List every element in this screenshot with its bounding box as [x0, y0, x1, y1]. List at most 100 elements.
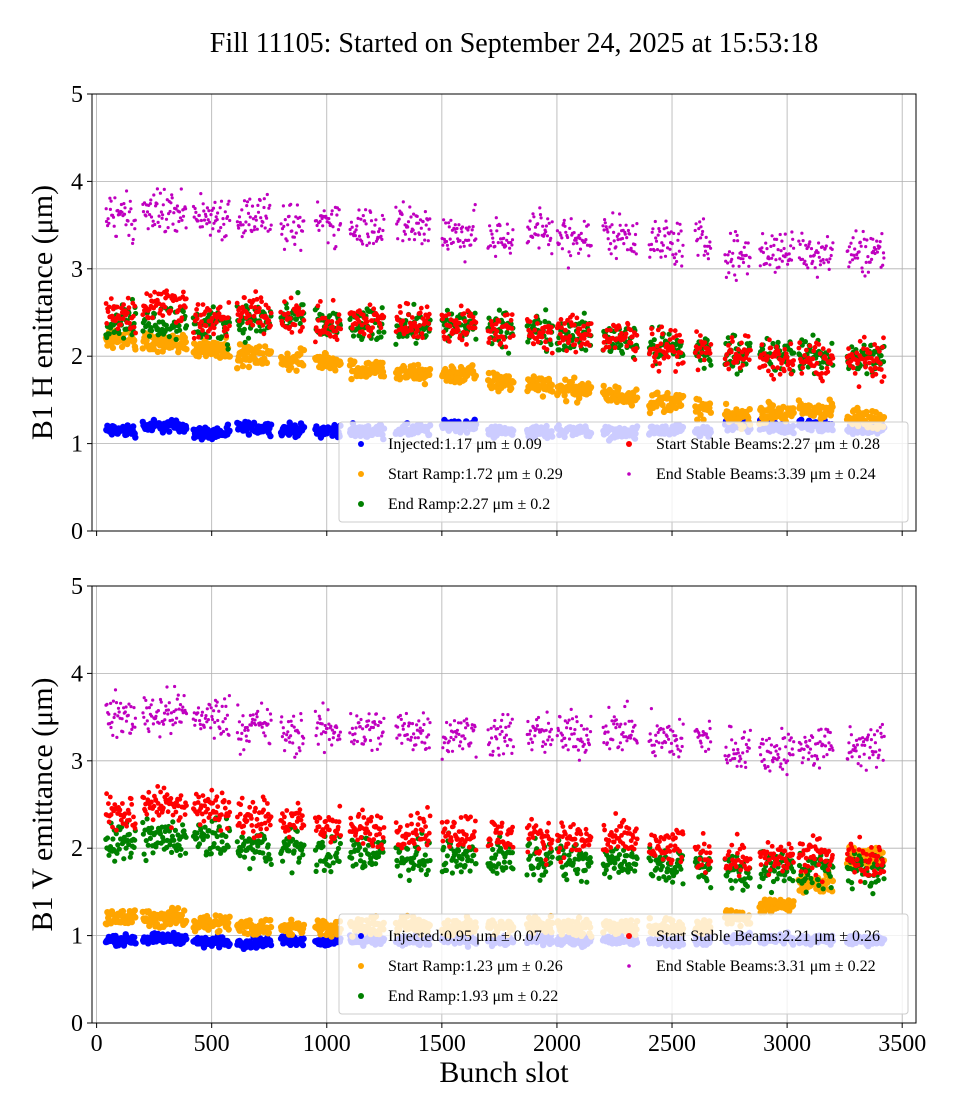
data-point: [183, 296, 189, 302]
data-point: [612, 345, 618, 351]
data-point: [268, 323, 273, 328]
data-point: [807, 343, 813, 349]
data-point: [798, 416, 805, 423]
data-point: [423, 238, 427, 242]
data-point: [863, 364, 868, 370]
data-point: [447, 221, 451, 225]
data-point: [722, 356, 728, 362]
data-point: [787, 252, 791, 256]
data-point: [734, 278, 738, 282]
data-point: [287, 364, 295, 371]
data-point: [315, 317, 321, 323]
data-point: [775, 365, 780, 371]
data-point: [731, 251, 735, 255]
data-point: [866, 360, 872, 366]
data-point: [536, 233, 540, 237]
data-point: [300, 362, 307, 369]
data-point: [748, 256, 752, 260]
data-point: [197, 324, 203, 330]
data-point: [494, 216, 498, 220]
data-point: [225, 215, 230, 219]
data-point: [829, 253, 833, 258]
data-point: [791, 350, 797, 356]
data-point: [472, 325, 478, 331]
data-point: [318, 299, 323, 304]
data-point: [808, 240, 812, 244]
data-point: [505, 238, 509, 242]
data-point: [240, 208, 244, 212]
data-point: [120, 316, 126, 322]
data-point: [650, 230, 654, 234]
data-point: [193, 206, 197, 211]
data-point: [531, 341, 537, 347]
data-point: [557, 242, 561, 246]
data-point: [301, 317, 307, 323]
data-point: [161, 203, 165, 207]
data-point: [810, 332, 816, 338]
data-point: [119, 202, 123, 207]
data-point: [155, 187, 159, 191]
data-point: [419, 331, 425, 336]
data-point: [453, 227, 457, 231]
data-point: [415, 328, 420, 333]
data-point: [125, 295, 131, 301]
data-point: [860, 270, 865, 274]
data-point: [575, 241, 579, 245]
data-point: [121, 302, 126, 308]
data-point: [105, 309, 111, 315]
data-point: [774, 344, 779, 350]
data-point: [629, 246, 633, 250]
data-point: [382, 217, 386, 221]
data-point: [457, 333, 463, 338]
data-point: [196, 219, 200, 223]
data-point: [226, 427, 233, 434]
data-point: [131, 237, 135, 242]
data-point: [881, 263, 885, 267]
data-point: [162, 187, 166, 191]
data-point: [625, 248, 630, 252]
data-point: [104, 219, 109, 224]
data-point: [295, 290, 301, 296]
data-point: [403, 232, 407, 236]
data-point: [649, 331, 655, 337]
data-point: [219, 226, 223, 230]
data-point: [791, 358, 796, 363]
data-point: [862, 360, 868, 366]
data-point: [505, 373, 512, 380]
data-point: [176, 323, 182, 329]
data-point: [531, 212, 535, 216]
data-point: [152, 193, 156, 197]
data-point: [494, 328, 500, 334]
data-point: [498, 340, 504, 346]
data-point: [265, 192, 269, 197]
data-point: [498, 224, 502, 228]
data-point: [528, 219, 532, 223]
data-point: [618, 212, 622, 216]
data-point: [758, 264, 762, 268]
data-point: [819, 259, 823, 263]
data-point: [127, 320, 132, 326]
data-point: [861, 334, 867, 340]
data-point: [254, 218, 258, 222]
data-point: [332, 367, 339, 374]
data-point: [472, 208, 476, 212]
data-point: [728, 231, 733, 235]
data-point: [205, 222, 209, 226]
data-point: [132, 434, 139, 441]
data-point: [225, 315, 231, 321]
data-point: [445, 335, 450, 341]
y-tick-label: 5: [71, 574, 83, 600]
data-point: [256, 203, 260, 207]
data-point: [247, 319, 253, 324]
data-point: [767, 337, 772, 343]
data-point: [660, 331, 665, 337]
data-point: [800, 365, 806, 371]
data-point: [545, 234, 550, 238]
data-point: [109, 313, 115, 319]
data-point: [164, 217, 169, 221]
data-point: [726, 343, 731, 348]
data-point: [347, 316, 353, 322]
data-point: [777, 265, 781, 269]
data-point: [379, 234, 383, 238]
data-point: [674, 354, 680, 359]
